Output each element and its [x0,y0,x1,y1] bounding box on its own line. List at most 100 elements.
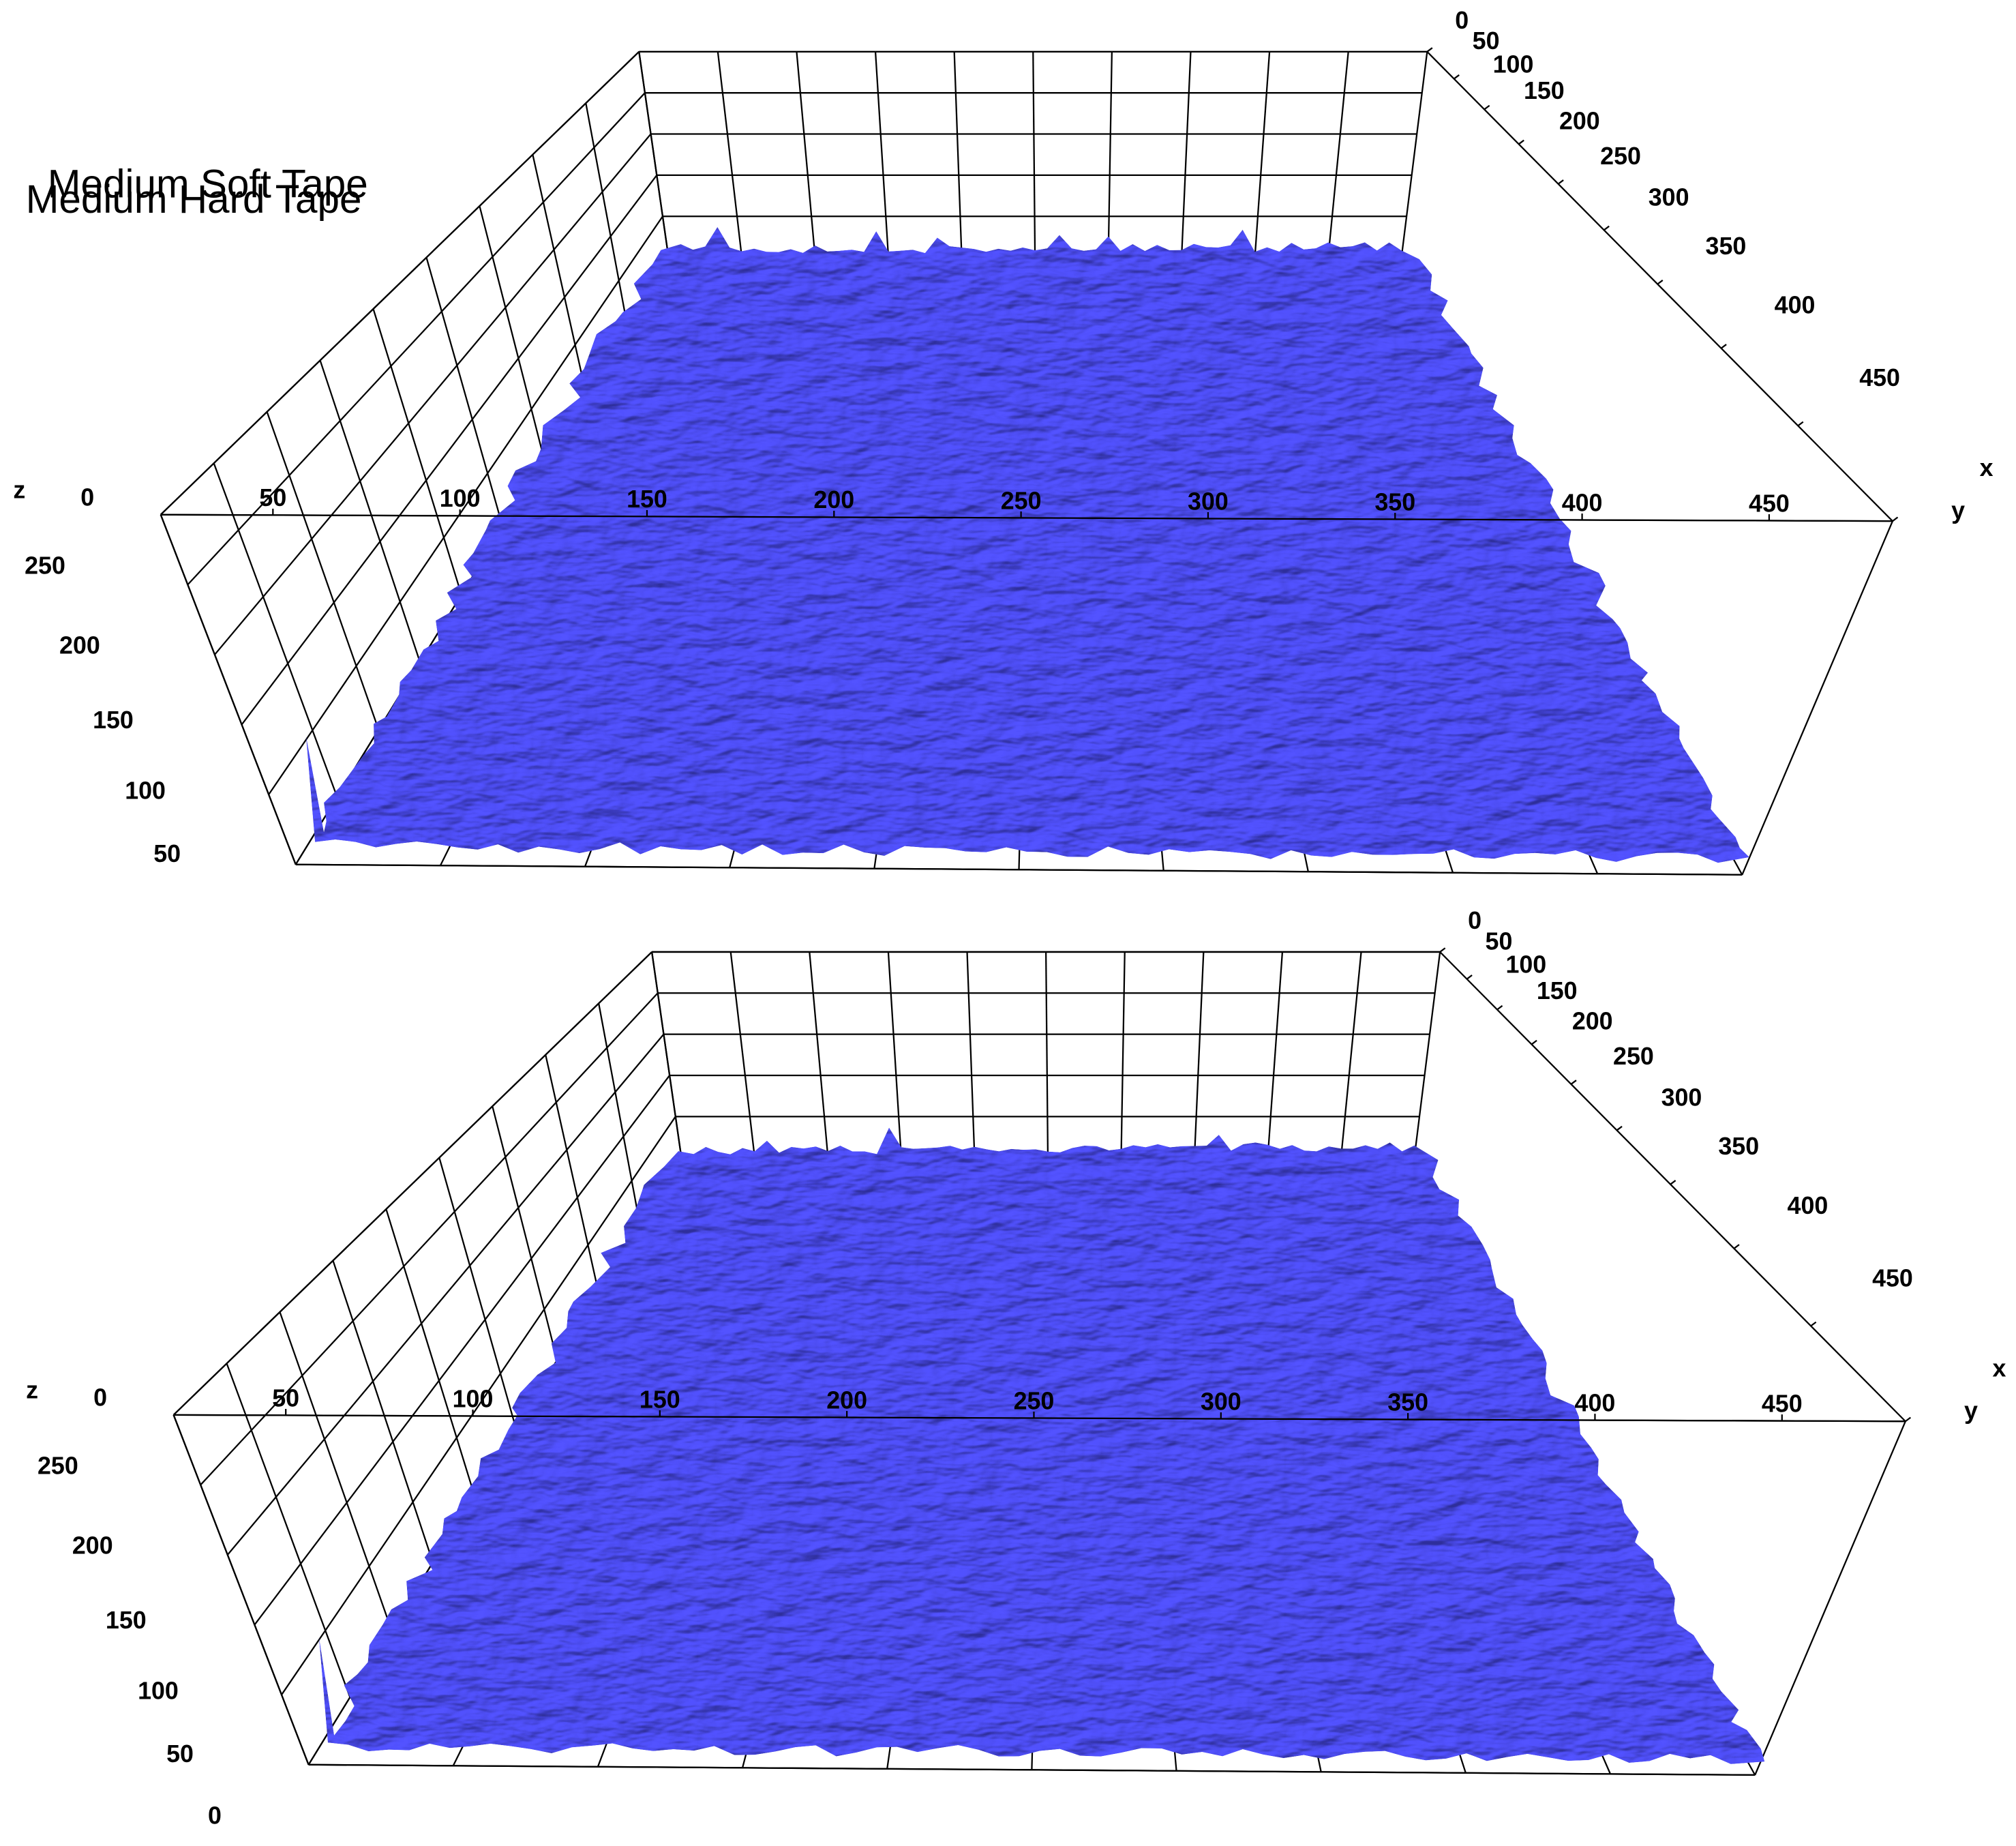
frame-line [173,1414,1906,1423]
x-tick [1531,1039,1537,1045]
grid-line [479,205,545,460]
grid-line [1413,951,1441,1158]
grid-line [332,1260,434,1563]
x-tick-label: 50 [1473,27,1500,55]
x-tick-label: 200 [1572,1008,1613,1035]
x-tick [1670,1180,1676,1185]
grid-line [200,992,659,1486]
z-tick-label: 250 [37,1453,78,1480]
x-tick-label: 150 [1537,977,1578,1004]
y-tick-label: 150 [640,1386,680,1413]
y-tick-label: 150 [627,486,667,513]
grid-line [1107,51,1113,258]
grid-line [545,1054,600,1293]
grid-line [717,51,743,258]
grid-line [268,215,663,795]
frame-line [1741,520,1894,876]
y-tick-label: 350 [1374,488,1415,516]
x-axis-label: x [1993,1354,2006,1382]
z-tick-label: 150 [106,1607,147,1634]
x-tick [1557,179,1564,185]
frame-line [172,951,652,1416]
x-tick [1797,421,1804,427]
z-axis-label: z [26,1376,38,1403]
z-tick-label: 200 [72,1532,113,1560]
grid-line [651,951,682,1158]
z-tick-label: 0 [93,1384,107,1412]
frame-line [1426,51,1893,522]
y-tick-label: 200 [826,1386,867,1414]
x-tick [1518,139,1524,145]
x-tick [1603,225,1610,231]
x-tick-label: 450 [1872,1264,1913,1292]
grid-line [598,1003,641,1225]
frame-line [160,514,297,865]
y-tick-label: 350 [1387,1388,1428,1416]
grid-line [226,1363,351,1698]
x-tick-label: 0 [1455,7,1469,34]
grid-line [874,51,890,258]
x-tick-label: 150 [1524,77,1565,104]
z-tick-label: 50 [166,1740,194,1768]
surface [318,1127,1765,1764]
grid-line [425,257,504,528]
x-tick [1657,280,1664,285]
x-tick [1439,947,1446,953]
y-axis-label: y [1964,1397,1978,1425]
y-tick-label: 100 [440,485,481,512]
frame-line [1754,1420,1906,1776]
x-tick-label: 200 [1559,108,1600,135]
y-tick-label: 300 [1188,488,1229,515]
y-tick-label: 50 [259,484,286,511]
x-tick-label: 100 [1493,50,1534,78]
x-tick [1892,516,1899,522]
frame-line [1439,951,1906,1423]
grid-line [809,951,829,1158]
grid-line [1032,51,1036,258]
x-tick [1616,1125,1623,1131]
grid-line [279,1311,393,1631]
grid-line [1400,51,1428,258]
x-tick-label: 250 [1613,1043,1654,1070]
x-tick-label: 350 [1718,1133,1759,1160]
grid-line [1120,951,1126,1158]
frame-line [295,863,1743,876]
z-axis-label: z [13,476,25,503]
z-tick-label: 200 [59,631,100,659]
grid-line [254,1075,671,1626]
grid-line [1327,51,1349,258]
y-tick-label: 250 [1014,1387,1055,1414]
x-tick [1466,974,1473,980]
grid-line [385,1208,475,1495]
grid-line [492,1105,558,1360]
y-tick-label: 250 [1001,487,1042,514]
grid-line [226,1033,665,1555]
frame-line [308,1763,1756,1776]
z-tick-label: 0 [80,484,94,511]
x-tick [1484,104,1490,110]
x-tick [1570,1080,1577,1085]
z-tick-label: 50 [153,840,181,867]
grid-line [1193,951,1205,1158]
grid-line [1045,951,1049,1158]
grid-line [319,360,421,663]
frame-line [160,513,1893,522]
x-tick-label: 400 [1788,1192,1829,1219]
grid-line [187,92,646,586]
grid-line [438,1157,517,1428]
y-tick-label: 450 [1749,490,1790,517]
grid-line [372,308,462,595]
x-tick [1720,344,1727,349]
x-tick [1496,1004,1503,1011]
frame-line [172,1414,310,1766]
y-axis-label: y [1951,496,1965,524]
x-tick-label: 350 [1706,233,1747,260]
grid-line [887,951,903,1158]
grid-line [953,51,963,258]
z-tick-label: 250 [25,552,65,580]
grid-line [532,154,587,393]
x-tick-label: 100 [1505,951,1546,978]
